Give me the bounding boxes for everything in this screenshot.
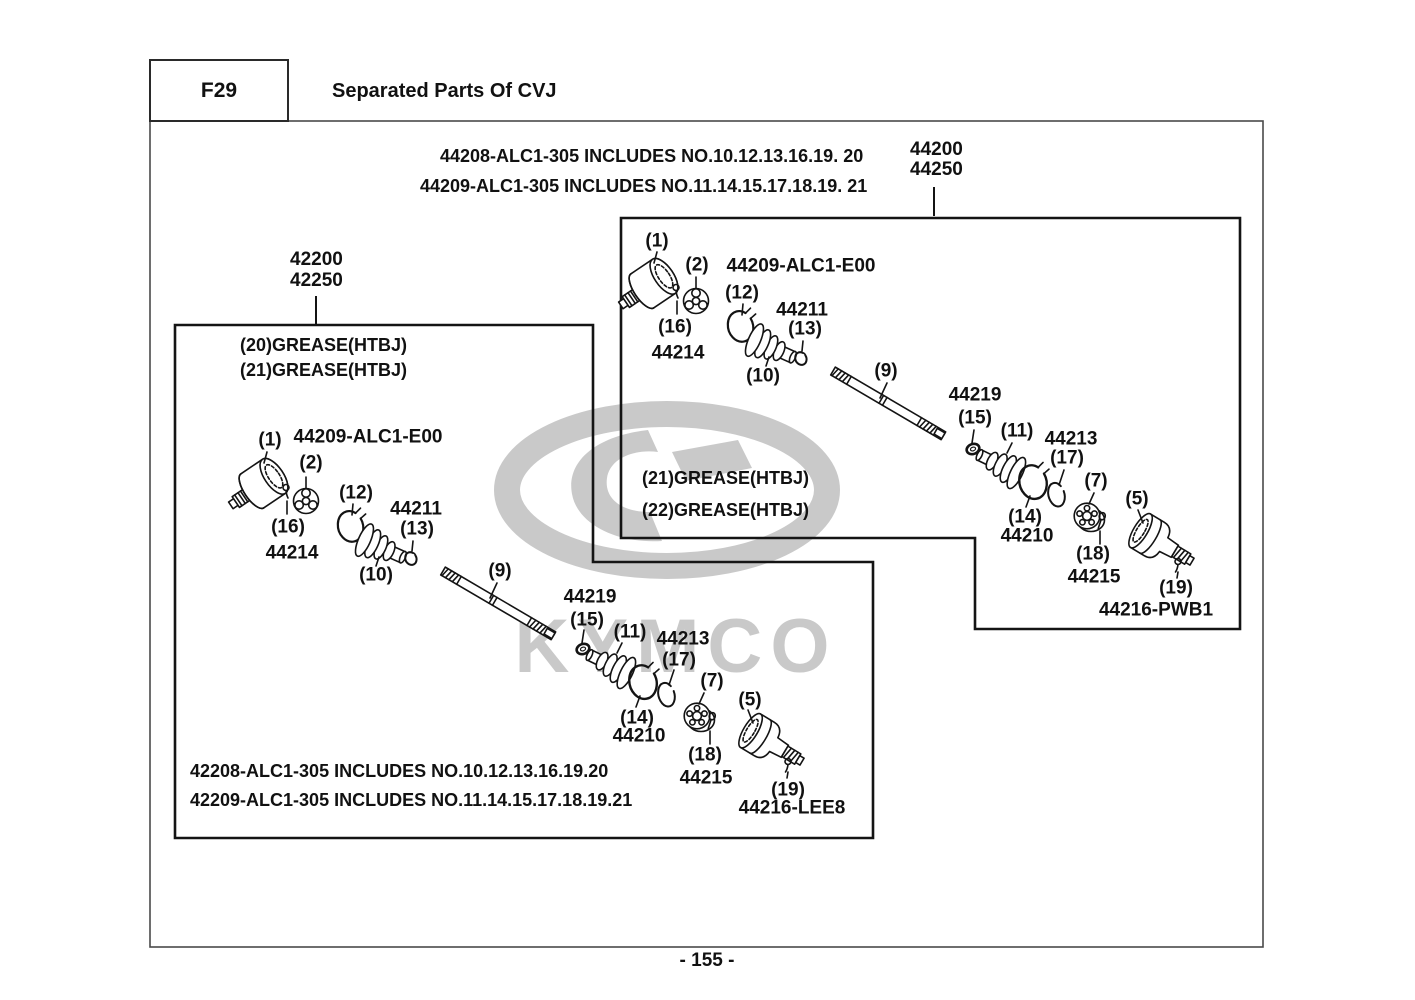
part-label: (14) <box>620 707 654 729</box>
left-grease-note-2: (21)GREASE(HTBJ) <box>240 360 408 380</box>
kymco-watermark: KYMCO <box>494 401 840 689</box>
part-label: 44210 <box>1000 525 1054 547</box>
left-includes-note-1: 42208-ALC1-305 INCLUDES NO.10.12.13.16.1… <box>190 761 609 781</box>
part-label: (9) <box>488 560 512 582</box>
part-label: (16) <box>271 516 305 538</box>
part-label: 44214 <box>265 542 319 564</box>
part-label: 44214 <box>651 342 705 364</box>
part-label: 44216-LEE8 <box>738 797 846 819</box>
part-label: (5) <box>1125 488 1149 510</box>
part-label: (10) <box>746 365 780 387</box>
part-label: (16) <box>658 316 692 338</box>
part-label: (1) <box>258 429 282 451</box>
left-assembly-number-1: 42200 <box>290 249 343 270</box>
section-code-box <box>149 59 289 122</box>
part-label: (17) <box>1050 447 1084 469</box>
left-grease-note-1: (20)GREASE(HTBJ) <box>240 335 408 355</box>
part-label: 44211 <box>776 299 828 321</box>
part-label: 44209-ALC1-E00 <box>293 426 443 448</box>
part-label: (2) <box>299 452 323 474</box>
part-label: (15) <box>570 609 604 631</box>
left-assembly-number-2: 42250 <box>290 270 343 291</box>
kymco-emblem-wedge <box>672 440 752 481</box>
left-parts-box <box>173 323 875 840</box>
part-label: 44213 <box>656 628 710 650</box>
header-note-2: 44209-ALC1-305 INCLUDES NO.11.14.15.17.1… <box>420 176 868 196</box>
part-label: (18) <box>1076 543 1110 565</box>
part-label: (9) <box>874 360 898 382</box>
right-parts-box <box>619 216 1242 631</box>
part-label: (15) <box>958 407 992 429</box>
part-label: 44215 <box>1067 566 1121 588</box>
part-label: 44219 <box>948 384 1002 406</box>
part-label: (19) <box>771 779 805 801</box>
part-label: 44215 <box>679 767 733 789</box>
left-includes-note-2: 42209-ALC1-305 INCLUDES NO.11.14.15.17.1… <box>190 790 633 810</box>
part-label: (19) <box>1159 577 1193 599</box>
part-label: (2) <box>685 254 709 276</box>
part-label: (11) <box>1000 420 1034 442</box>
part-label: (10) <box>359 564 393 586</box>
part-label: 44216-PWB1 <box>1098 599 1214 621</box>
part-label: (14) <box>1008 506 1042 528</box>
part-label: (13) <box>788 318 822 340</box>
part-label: 44209-ALC1-E00 <box>726 255 876 277</box>
part-label: (1) <box>645 230 669 252</box>
part-label: (13) <box>400 518 434 540</box>
right-assembly-number-1: 44200 <box>910 139 963 160</box>
part-label: 44210 <box>612 725 666 747</box>
part-label: (5) <box>738 689 762 711</box>
header-note-1: 44208-ALC1-305 INCLUDES NO.10.12.13.16.1… <box>440 146 864 166</box>
right-assembly-number-2: 44250 <box>910 159 963 180</box>
part-label: (18) <box>688 744 722 766</box>
section-code: F29 <box>200 78 238 102</box>
part-label: (11) <box>613 621 647 643</box>
page-title: Separated Parts Of CVJ <box>332 80 557 102</box>
right-grease-note-2: (22)GREASE(HTBJ) <box>642 500 810 520</box>
part-label: 44219 <box>563 586 617 608</box>
page-border <box>149 120 1264 948</box>
right-grease-note-1: (21)GREASE(HTBJ) <box>642 468 810 488</box>
page-number: - 155 - <box>679 950 735 971</box>
part-label: (7) <box>700 670 724 692</box>
part-label: (17) <box>662 649 696 671</box>
part-label: (7) <box>1084 470 1108 492</box>
part-label: 44211 <box>390 498 442 520</box>
part-label: (12) <box>339 482 373 504</box>
part-label: 44213 <box>1044 428 1098 450</box>
part-label: (12) <box>725 282 759 304</box>
